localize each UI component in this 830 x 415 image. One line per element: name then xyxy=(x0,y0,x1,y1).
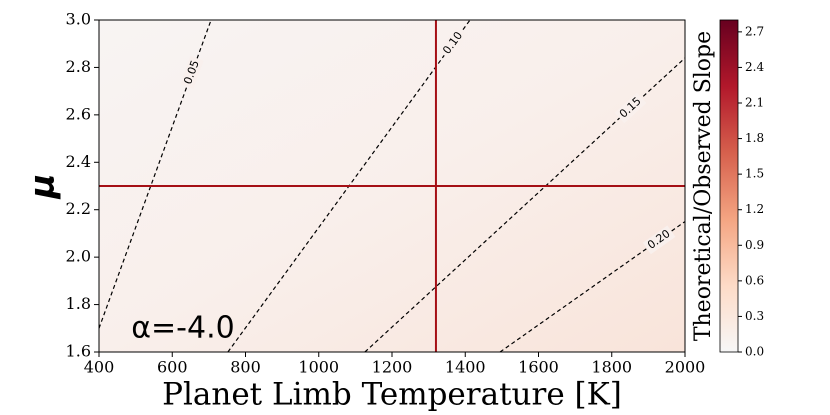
x-tick-label: 1400 xyxy=(445,358,486,377)
x-tick-label: 1200 xyxy=(372,358,413,377)
x-tick-label: 1600 xyxy=(518,358,559,377)
y-tick-label: 3.0 xyxy=(66,10,91,29)
y-axis-label: μ xyxy=(23,173,63,199)
colorbar-tick-label: 0.0 xyxy=(745,345,764,359)
x-tick-label: 2000 xyxy=(665,358,706,377)
y-tick-label: 2.2 xyxy=(66,199,91,218)
colorbar-tick-label: 1.8 xyxy=(745,131,764,145)
colorbar-tick-label: 2.7 xyxy=(745,24,764,38)
y-tick-label: 1.8 xyxy=(66,294,91,313)
contour-label-bg xyxy=(642,225,676,255)
contour-line xyxy=(499,221,685,352)
annotation: α=-4.0 xyxy=(131,311,234,346)
colorbar-tick-label: 1.5 xyxy=(745,167,764,181)
y-tick-label: 2.8 xyxy=(66,57,91,76)
x-tick-label: 400 xyxy=(84,358,115,377)
colorbar-tick-label: 0.9 xyxy=(745,238,764,252)
contour-label-bg xyxy=(438,26,468,60)
x-tick-label: 1000 xyxy=(298,358,339,377)
y-tick-label: 1.6 xyxy=(66,342,91,361)
colorbar-tick-label: 0.6 xyxy=(745,273,764,287)
x-axis-label: Planet Limb Temperature [K] xyxy=(162,377,622,413)
colorbar-tick-label: 2.4 xyxy=(745,60,764,74)
colorbar-tick-label: 1.2 xyxy=(745,202,764,216)
x-tick-label: 800 xyxy=(230,358,261,377)
colorbar-tick-label: 0.3 xyxy=(745,309,764,323)
colorbar-tick-label: 2.1 xyxy=(745,96,764,110)
y-tick-label: 2.4 xyxy=(66,152,91,171)
y-tick-label: 2.0 xyxy=(66,247,91,266)
contour-label-group: 0.05 xyxy=(180,55,204,89)
contour-line xyxy=(364,57,685,352)
colorbar xyxy=(719,19,739,353)
contour-label-bg xyxy=(614,92,647,124)
y-tick-label: 2.6 xyxy=(66,104,91,123)
colorbar-label: Theoretical/Observed Slope xyxy=(691,31,716,341)
x-tick-label: 600 xyxy=(157,358,188,377)
contour-label-bg xyxy=(180,55,204,89)
x-tick-label: 1800 xyxy=(591,358,632,377)
